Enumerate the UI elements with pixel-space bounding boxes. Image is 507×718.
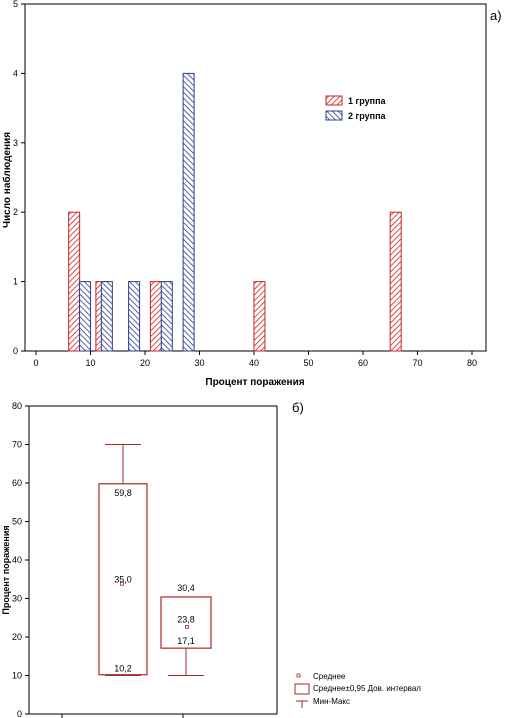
ci-low-label: 10,2 [114,664,132,674]
legend-mean-label: Среднее [313,672,346,681]
bar-group-2 [79,281,92,352]
legend-minmax-label: Мин-Макс [313,697,350,706]
histogram-x-ticks: 0 10 20 30 40 50 60 70 80 [33,351,477,368]
y-tick-label: 3 [13,138,18,148]
bar-group-1 [149,281,162,352]
boxplot-plot-area [28,405,278,715]
x-tick-label: 0 [33,358,38,368]
x-tick-label: 80 [467,358,477,368]
x-tick-label: 50 [303,358,313,368]
y-tick-label: 2 [13,207,18,217]
legend-mean-marker [296,673,301,678]
y-tick-label: 50 [12,517,22,527]
histogram-y-ticks: 0 1 2 3 4 5 [13,0,25,356]
x-tick-label: 10 [85,358,95,368]
boxplot-y-ticks: 0 10 20 30 40 50 60 70 80 [12,401,29,718]
histogram-x-axis-label: Процент поражения [205,377,304,388]
panel-label-b: б) [292,400,304,415]
legend-label-group-1: 1 группа [348,96,387,106]
bar-group-1 [389,211,402,352]
y-tick-label: 5 [13,0,18,9]
boxplot-y-axis-label: Процент поражения [1,525,11,614]
y-tick-label: 80 [12,401,22,411]
confidence-interval-box [160,596,212,649]
legend-ci-box [294,683,310,695]
ci-high-label: 59,8 [114,488,132,498]
x-tick-label: 70 [412,358,422,368]
mean-label: 23,8 [177,614,195,624]
y-tick-label: 10 [12,671,22,681]
ci-high-label: 30,4 [177,583,195,593]
bar-group-2 [100,281,113,352]
y-tick-label: 70 [12,440,22,450]
legend-swatch-group-2 [325,110,343,121]
y-tick-label: 40 [12,555,22,565]
bar-group-2 [128,281,141,352]
bar-group-1 [68,211,81,352]
boxplot-legend: Среднее Среднее±0,95 Дов. интервал Мин-М… [294,672,421,708]
legend-label-group-2: 2 группа [348,111,387,121]
y-tick-label: 60 [12,478,22,488]
legend-ci-label: Среднее±0,95 Дов. интервал [313,684,421,693]
histogram-legend: 1 группа 2 группа [325,95,387,121]
confidence-interval-box [98,483,148,676]
mean-marker [185,624,189,629]
x-tick-label: 20 [140,358,150,368]
x-tick-label: 30 [194,358,204,368]
y-tick-label: 0 [13,346,18,356]
bar-group-1 [253,281,266,352]
ci-low-label: 17,1 [177,636,195,646]
bar-group-2 [182,72,195,352]
mean-marker [120,581,124,586]
y-tick-label: 1 [13,277,18,287]
y-tick-label: 20 [12,632,22,642]
y-tick-label: 4 [13,68,18,78]
mean-label: 35,0 [114,574,132,584]
boxplot-boxes: 59,8 35,0 10,2 30,4 23,8 17,1 [98,444,212,676]
legend-swatch-group-1 [325,95,343,106]
y-tick-label: 30 [12,594,22,604]
panel-label-a: а) [490,8,502,23]
bar-group-2 [160,281,173,352]
boxplot-x-ticks [61,714,184,718]
histogram-bars [68,72,402,352]
x-tick-label: 60 [358,358,368,368]
histogram-y-axis-label: Число наблюдения [1,132,13,228]
y-tick-label: 0 [17,709,22,718]
x-tick-label: 40 [249,358,259,368]
